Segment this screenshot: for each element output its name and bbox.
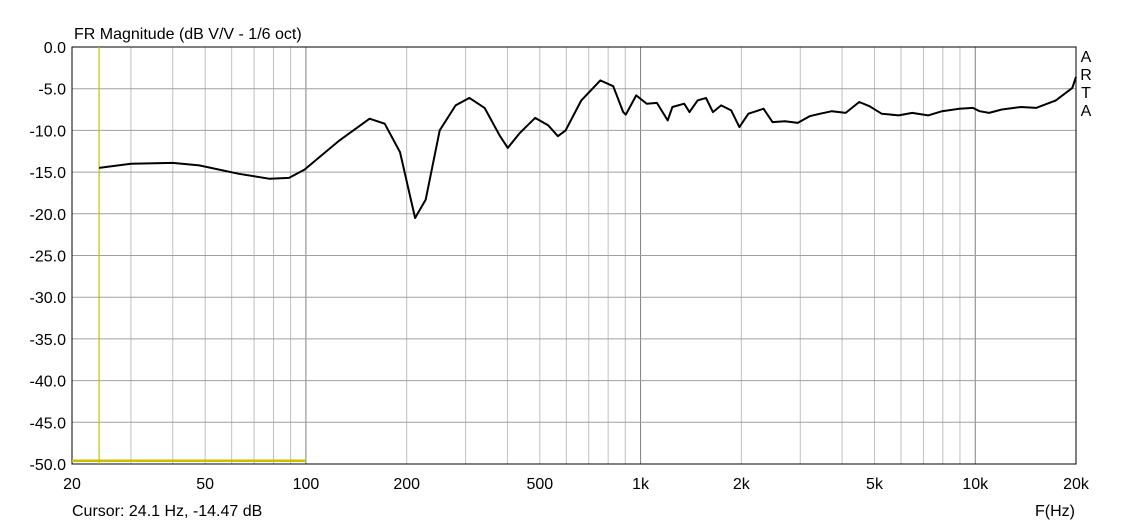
y-tick-label: -5.0 [38,82,66,99]
arta-letter: T [1081,85,1091,102]
arta-letter: R [1080,67,1092,84]
chart-title: FR Magnitude (dB V/V - 1/6 oct) [74,26,302,43]
x-tick-label: 100 [293,476,320,493]
x-tick-label: 20 [63,476,81,493]
x-tick-label: 2k [733,476,751,493]
arta-letter: A [1081,103,1092,120]
arta-letter: A [1081,49,1092,66]
y-tick-label: -50.0 [30,457,67,474]
x-tick-label: 50 [196,476,214,493]
series-group [72,47,1077,464]
y-tick-label: 0.0 [44,40,66,57]
x-tick-label: 200 [393,476,420,493]
y-tick-label: -40.0 [30,374,67,391]
x-tick-label: 20k [1063,476,1090,493]
x-tick-label: 1k [632,476,650,493]
y-tick-label: -25.0 [30,249,67,266]
x-tick-labels: 20 50 100 200 500 1k 2k 5k 10k 20k [63,476,1090,493]
y-tick-label: -45.0 [30,415,67,432]
y-tick-label: -35.0 [30,332,67,349]
y-tick-label: -30.0 [30,290,67,307]
x-tick-label: 10k [962,476,989,493]
plot-frame [71,46,1077,465]
grid [71,46,1077,465]
y-tick-label: -15.0 [30,165,67,182]
x-tick-label: 500 [526,476,553,493]
x-axis-label: F(Hz) [1035,503,1075,520]
x-tick-label: 5k [866,476,884,493]
cursor-readout: Cursor: 24.1 Hz, -14.47 dB [72,503,262,520]
y-tick-label: -20.0 [30,207,67,224]
y-tick-labels: 0.0 -5.0 -10.0 -15.0 -20.0 -25.0 -30.0 -35.0 -40… [30,40,67,474]
y-tick-label: -10.0 [30,123,67,140]
fr-curve [98,76,1077,219]
